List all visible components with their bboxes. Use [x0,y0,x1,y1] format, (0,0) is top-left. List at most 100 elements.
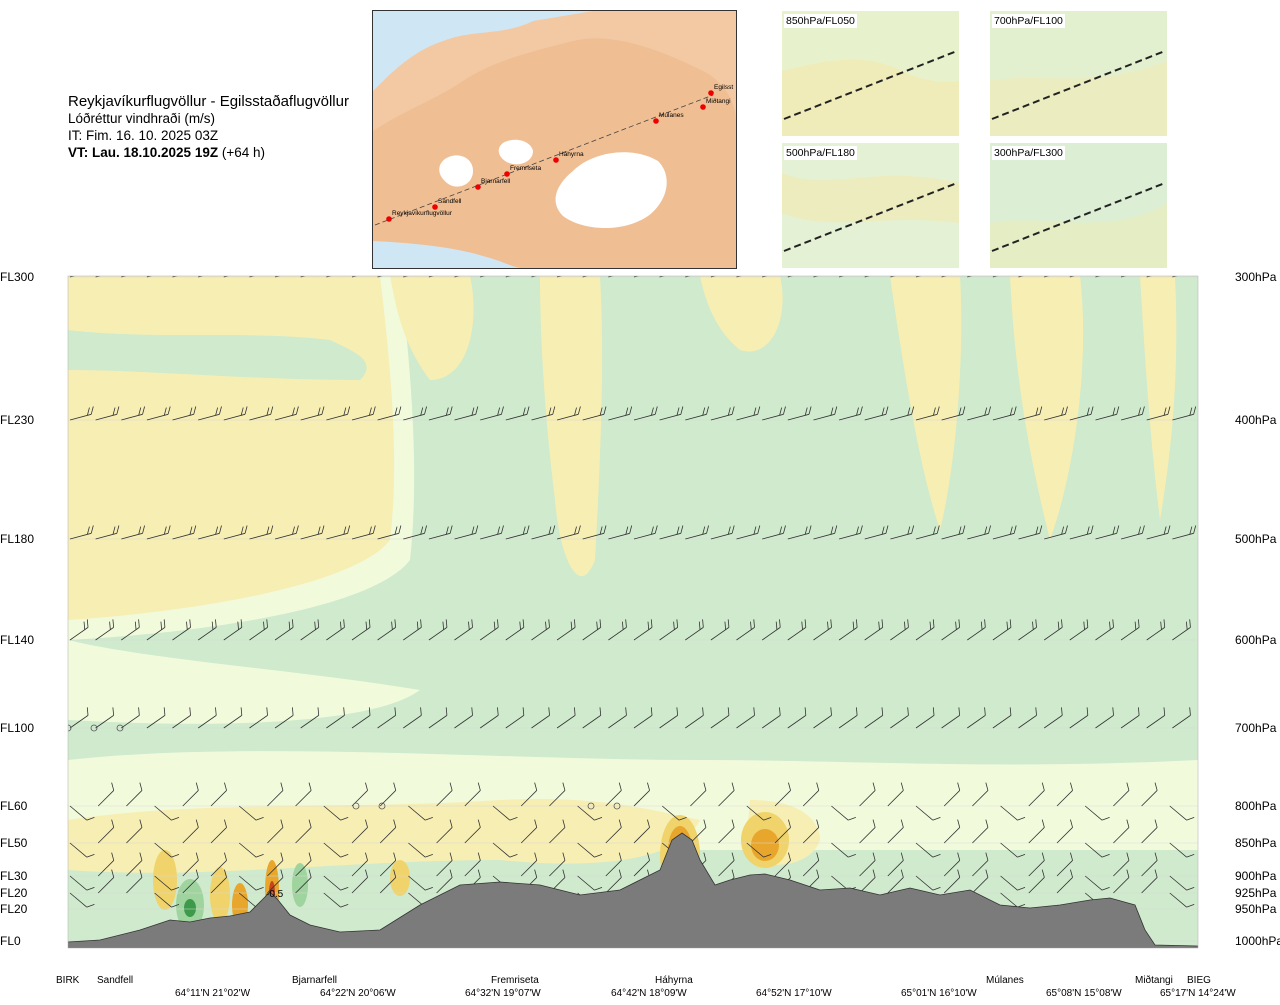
wind-barb [1084,875,1110,891]
wind-barb [890,406,915,421]
right-axis-label: 500hPa [1235,532,1277,546]
station-label: Fremriseta [491,975,539,986]
wind-barb [249,525,274,540]
band-down-weak-west [68,330,367,380]
wind-barb [838,619,858,641]
wind-barb [267,869,284,894]
wind-barb [379,852,397,877]
wind-barb [787,525,812,540]
wind-barb [146,707,166,729]
wind-barb [887,869,904,894]
wind-barb [531,525,556,540]
coordinate-label: 65°08'N 15°08'W [1046,988,1122,999]
wind-barb [941,619,961,641]
wind-barb [710,276,733,278]
wind-barb [659,525,684,540]
panel-500-label: 500hPa/FL180 [784,146,857,160]
wind-barb [1044,525,1068,540]
wind-barb [972,869,989,894]
wind-barb [746,842,772,858]
left-axis-label: FL140 [0,633,35,647]
wind-barb [1172,707,1191,729]
wind-barb [1113,819,1130,844]
wind-barb [480,525,504,540]
wind-barb [69,875,95,891]
wind-barb [813,406,838,421]
panel-850-svg [782,11,959,136]
band-up-weak-low [68,799,700,873]
hotspot-up-2 [210,867,230,923]
wind-barb [126,782,143,807]
wind-barb [890,525,915,540]
wind-barb [182,852,199,877]
wind-barb [492,842,518,858]
wind-barb [838,707,858,729]
wind-barb [859,782,876,807]
right-axis-label: 850hPa [1235,836,1277,850]
wind-barb [172,707,191,729]
wind-barb [582,619,602,641]
wind-barb [210,869,227,894]
wind-barb [549,819,566,844]
wind-barb [1000,875,1026,891]
contour-field [68,276,1198,948]
wind-barb [403,707,422,729]
wind-barb [608,525,633,540]
issue-time: IT: Fim. 16. 10. 2025 03Z [68,128,219,143]
valid-time-offset: (+64 h) [218,145,265,160]
wind-barb [69,805,95,821]
panel-300: 300hPa/FL300 [990,143,1167,268]
wind-barb [531,406,556,421]
wind-barb [1172,619,1191,641]
wind-barb [941,406,966,421]
right-axis-label: 400hPa [1235,413,1277,427]
station-label: BIEG [1187,975,1211,986]
wind-barb [1069,707,1089,729]
wind-barb [1044,276,1066,278]
wind-barb [267,819,284,844]
wind-barb [428,276,451,278]
wind-barb [238,842,264,858]
hotspot-up-4 [390,860,410,896]
wind-barb [718,852,735,877]
wind-barb [967,276,989,278]
panel-500-svg [782,143,959,268]
wind-barb [972,852,989,877]
route-point-label: Fremriseta [510,165,541,172]
left-axis-label: FL30 [0,869,28,883]
wind-barb [379,869,397,894]
wind-barb [710,619,730,641]
wind-barb [326,707,345,729]
left-axis-label: FL20 [0,902,28,916]
wind-barb [813,276,835,278]
wind-barb [480,406,504,421]
wind-barb [267,852,284,877]
wind-barb [941,707,961,729]
wind-barb [864,707,884,729]
wind-barb [274,619,294,641]
wind-barb [198,406,222,421]
wind-barb [1113,852,1130,877]
wind-barb [377,525,402,540]
calm-circle [378,802,386,810]
wind-barb [887,782,904,807]
wind-barb [126,869,143,894]
wind-barb [992,406,1017,421]
wind-barb [556,406,581,421]
wind-barb [1069,619,1089,641]
glacier-vatnajokull [555,152,667,229]
wind-barb [154,842,180,858]
wind-barb [198,525,222,540]
panel-700: 700hPa/FL100 [990,11,1167,136]
wind-barb [126,852,143,877]
wind-barb [972,819,989,844]
wind-barb [1169,875,1195,891]
wind-barb [710,525,735,540]
route-point-label: Bjarnarfell [481,178,511,185]
wind-barb [323,805,349,821]
wind-barb [890,619,909,641]
station-label: Háhyrna [655,975,693,986]
wind-barb [787,406,812,421]
wind-barb [300,619,320,641]
wind-barb [351,819,368,844]
